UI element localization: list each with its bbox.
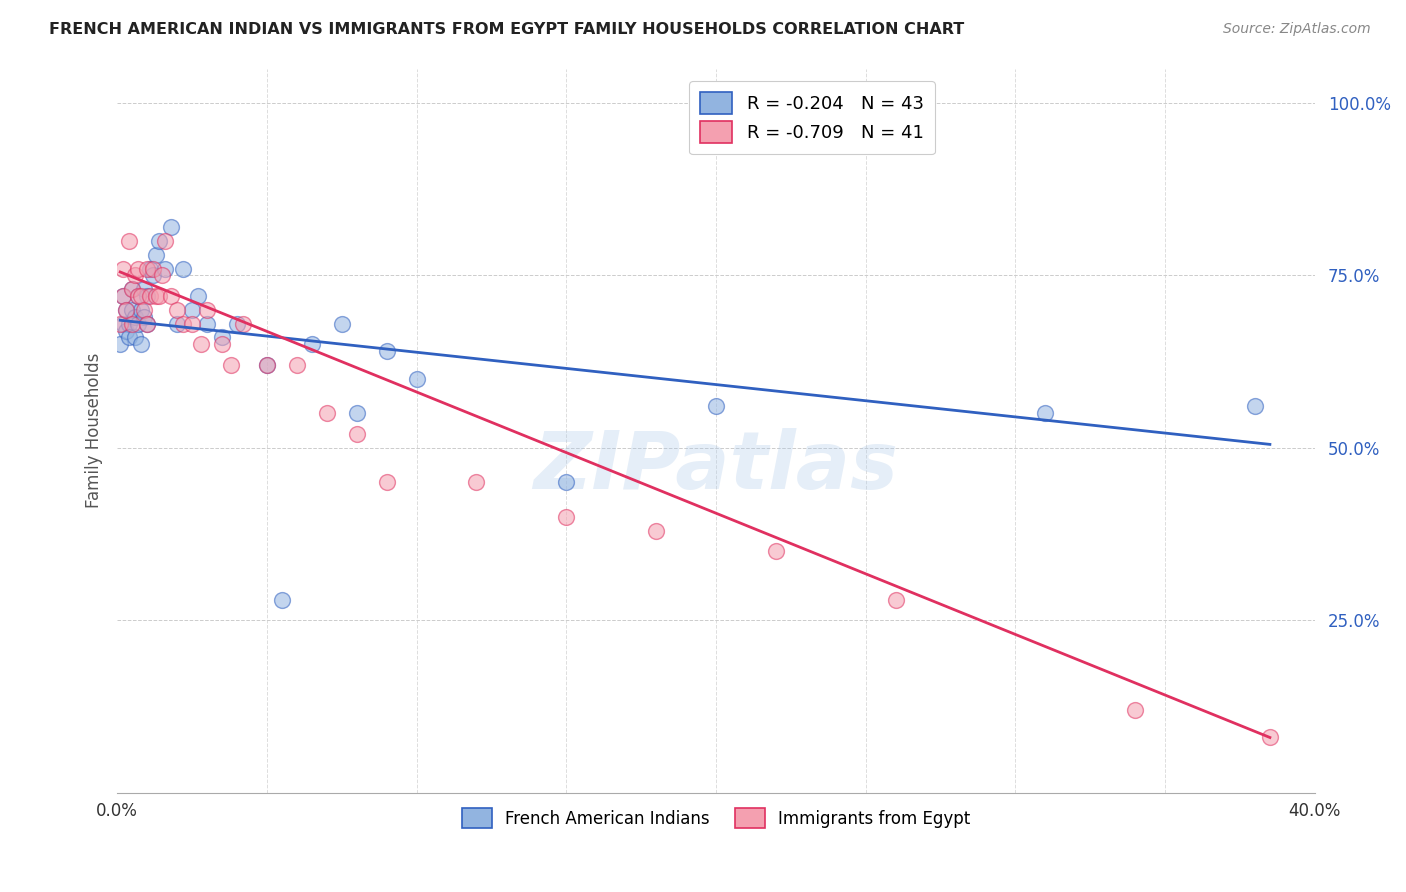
Point: [187, 289, 209, 303]
Point: [195, 302, 218, 317]
Text: FRENCH AMERICAN INDIAN VS IMMIGRANTS FROM EGYPT FAMILY HOUSEHOLDS CORRELATION CH: FRENCH AMERICAN INDIAN VS IMMIGRANTS FRO…: [49, 22, 965, 37]
Point: [1258, 731, 1281, 745]
Legend: French American Indians, Immigrants from Egypt: French American Indians, Immigrants from…: [456, 801, 977, 835]
Point: [1123, 703, 1146, 717]
Point: [765, 544, 787, 558]
Point: [129, 337, 152, 351]
Point: [121, 302, 143, 317]
Point: [166, 317, 188, 331]
Point: [270, 592, 292, 607]
Point: [150, 268, 173, 283]
Point: [134, 310, 156, 324]
Point: [129, 302, 152, 317]
Point: [108, 317, 131, 331]
Point: [172, 261, 194, 276]
Point: [124, 330, 146, 344]
Point: [145, 289, 167, 303]
Point: [121, 282, 143, 296]
Point: [118, 330, 141, 344]
Point: [136, 317, 159, 331]
Point: [112, 261, 135, 276]
Point: [145, 248, 167, 262]
Point: [118, 317, 141, 331]
Point: [405, 372, 427, 386]
Point: [148, 234, 170, 248]
Point: [166, 302, 188, 317]
Point: [127, 289, 149, 303]
Point: [134, 282, 156, 296]
Point: [115, 302, 138, 317]
Point: [330, 317, 353, 331]
Point: [315, 406, 337, 420]
Point: [153, 234, 176, 248]
Point: [211, 337, 233, 351]
Point: [112, 289, 135, 303]
Point: [301, 337, 323, 351]
Point: [226, 317, 249, 331]
Point: [181, 302, 204, 317]
Point: [153, 261, 176, 276]
Point: [136, 289, 159, 303]
Point: [134, 302, 156, 317]
Point: [465, 475, 488, 490]
Point: [108, 337, 131, 351]
Point: [121, 282, 143, 296]
Point: [127, 317, 149, 331]
Point: [160, 289, 183, 303]
Point: [127, 289, 149, 303]
Point: [645, 524, 668, 538]
Point: [555, 509, 578, 524]
Point: [181, 317, 204, 331]
Point: [124, 310, 146, 324]
Point: [346, 427, 368, 442]
Point: [884, 592, 907, 607]
Point: [148, 289, 170, 303]
Point: [136, 261, 159, 276]
Point: [160, 220, 183, 235]
Point: [211, 330, 233, 344]
Point: [136, 317, 159, 331]
Point: [375, 475, 398, 490]
Point: [112, 289, 135, 303]
Point: [195, 317, 218, 331]
Point: [139, 289, 162, 303]
Point: [139, 261, 162, 276]
Point: [142, 268, 165, 283]
Text: Source: ZipAtlas.com: Source: ZipAtlas.com: [1223, 22, 1371, 37]
Point: [704, 400, 727, 414]
Point: [190, 337, 212, 351]
Point: [555, 475, 578, 490]
Point: [127, 261, 149, 276]
Point: [219, 358, 242, 372]
Point: [1033, 406, 1056, 420]
Text: ZIPatlas: ZIPatlas: [533, 428, 898, 506]
Point: [112, 317, 135, 331]
Point: [256, 358, 278, 372]
Point: [346, 406, 368, 420]
Point: [172, 317, 194, 331]
Point: [256, 358, 278, 372]
Y-axis label: Family Households: Family Households: [86, 353, 103, 508]
Point: [129, 289, 152, 303]
Point: [121, 317, 143, 331]
Point: [375, 344, 398, 359]
Point: [232, 317, 254, 331]
Point: [124, 268, 146, 283]
Point: [115, 324, 138, 338]
Point: [1244, 400, 1267, 414]
Point: [118, 234, 141, 248]
Point: [285, 358, 308, 372]
Point: [115, 302, 138, 317]
Point: [142, 261, 165, 276]
